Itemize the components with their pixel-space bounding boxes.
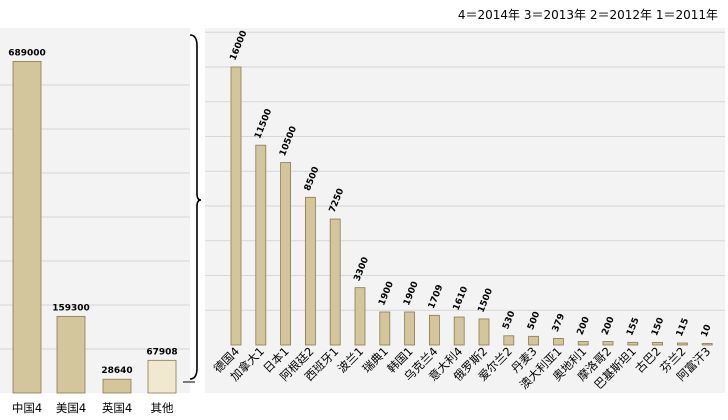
bar xyxy=(304,196,316,346)
bar xyxy=(56,315,86,394)
bar xyxy=(354,287,366,346)
value-label: 28640 xyxy=(101,366,132,376)
bar xyxy=(12,61,42,394)
bar xyxy=(528,335,539,346)
value-label: 10 xyxy=(700,323,714,338)
bar xyxy=(602,341,614,346)
bar xyxy=(553,338,564,346)
value-label: 159300 xyxy=(52,303,90,313)
bar xyxy=(652,341,663,346)
legend-text: 4＝2014年 3＝2013年 2＝2012年 1＝2011年 xyxy=(458,8,718,22)
bar xyxy=(577,341,589,346)
bar xyxy=(701,343,713,346)
bar xyxy=(102,378,132,394)
bar xyxy=(147,359,177,394)
bar xyxy=(404,311,416,346)
category-label: 美国4 xyxy=(56,401,86,415)
bar xyxy=(379,311,391,346)
left-bars: 689000 中国4 159300 美国4 28640 英国4 67908 其他 xyxy=(8,48,177,415)
category-label: 其他 xyxy=(151,401,174,415)
bar xyxy=(677,342,688,346)
bar xyxy=(329,218,341,346)
category-label: 英国4 xyxy=(102,401,132,415)
category-label: 中国4 xyxy=(12,401,42,415)
bar xyxy=(230,66,242,346)
bar xyxy=(453,316,465,346)
brace xyxy=(189,34,202,380)
bar xyxy=(428,314,440,346)
right-gridlines xyxy=(205,31,725,311)
value-label: 67908 xyxy=(146,347,177,357)
bar xyxy=(478,318,490,346)
right-panel-bg xyxy=(205,28,725,393)
bar xyxy=(503,335,515,346)
bar xyxy=(627,341,639,346)
value-label: 689000 xyxy=(8,48,46,58)
bar xyxy=(255,144,267,346)
bar xyxy=(280,162,292,346)
